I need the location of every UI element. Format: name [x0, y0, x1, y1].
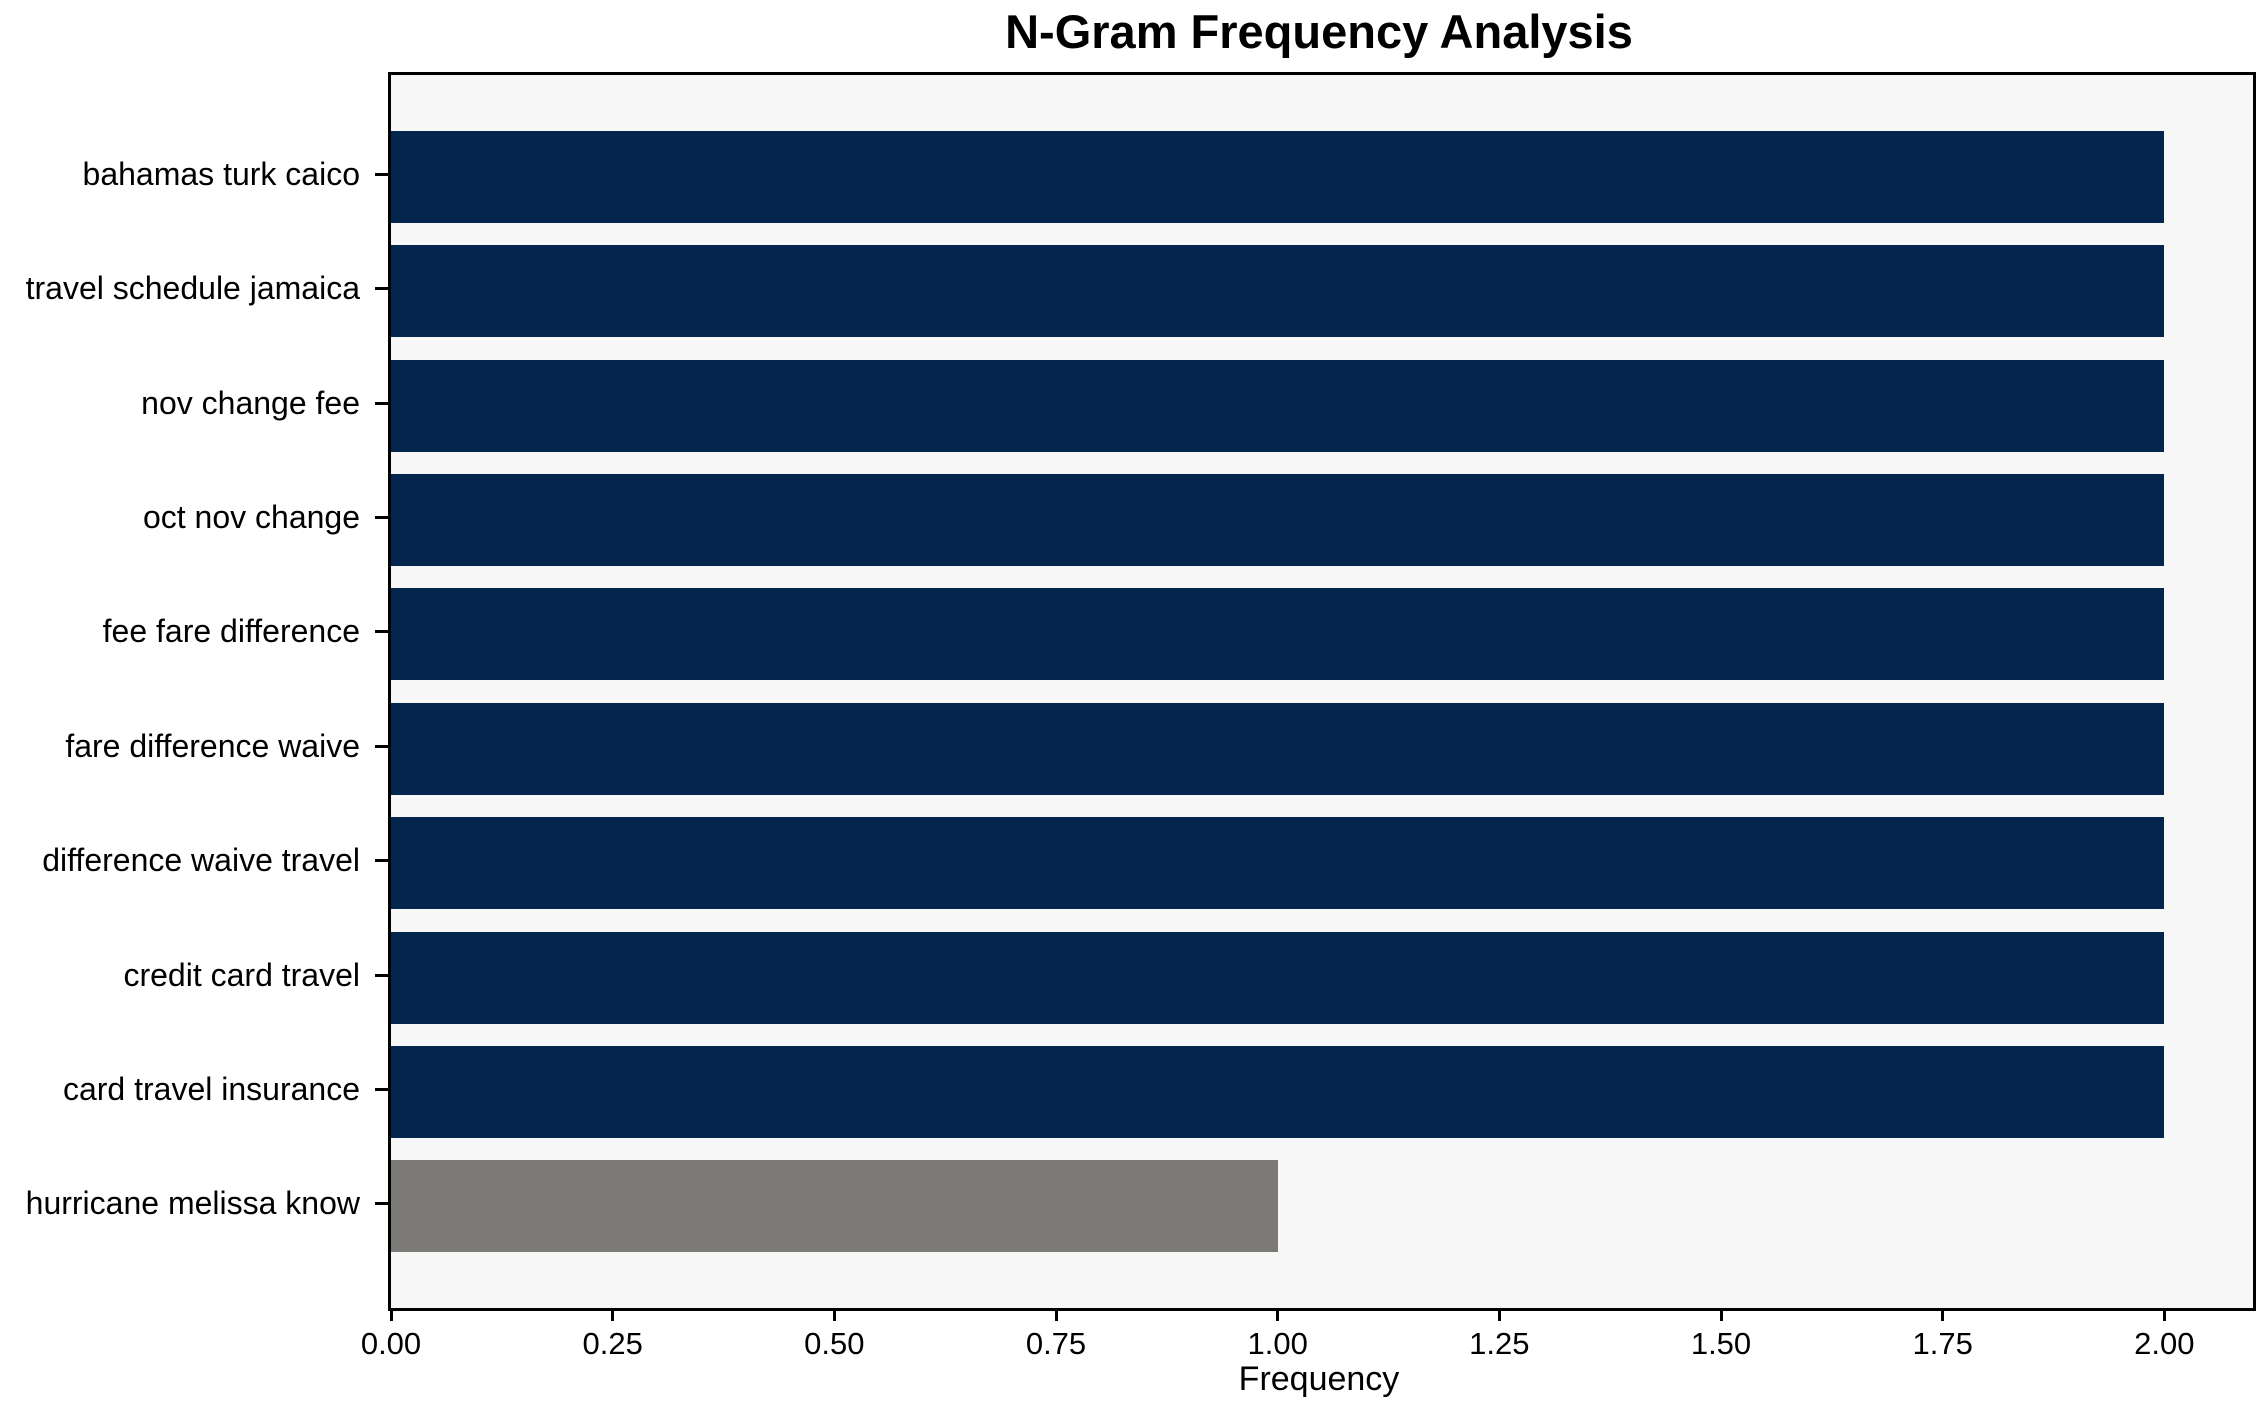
x-tick-label: 1.50 [1690, 1326, 1752, 1361]
x-tick-label: 2.00 [2134, 1326, 2195, 1361]
y-tick-mark [375, 859, 388, 863]
y-tick-label: hurricane melissa know [25, 1185, 360, 1222]
bar-fee-fare-difference [391, 588, 2165, 681]
x-axis-title: Frequency [1238, 1360, 1400, 1398]
plot-area [388, 72, 2256, 1311]
bar-travel-schedule-jamaica [391, 245, 2165, 338]
x-tick-label: 0.25 [582, 1326, 643, 1361]
bar-difference-waive-travel [391, 817, 2165, 910]
y-tick-label: fee fare difference [102, 613, 360, 650]
y-tick-mark [375, 287, 388, 291]
y-tick-mark [375, 172, 388, 176]
y-tick-mark [375, 516, 388, 519]
y-tick-label: fare difference waive [65, 727, 360, 764]
bar-card-travel-insurance [391, 1046, 2165, 1138]
x-tick-mark [1719, 1308, 1723, 1321]
x-tick-label: 1.25 [1469, 1326, 1530, 1361]
y-tick-label: bahamas turk caico [82, 155, 360, 192]
y-tick-mark [375, 401, 388, 405]
bar-credit-card-travel [391, 931, 2165, 1024]
y-tick-mark [375, 1202, 388, 1206]
x-tick-mark [389, 1308, 393, 1321]
x-tick-mark [1497, 1308, 1501, 1321]
y-tick-label: travel schedule jamaica [25, 270, 360, 307]
bar-oct-nov-change [391, 474, 2165, 566]
y-tick-mark [375, 630, 388, 634]
x-tick-label: 1.00 [1247, 1326, 1308, 1361]
x-tick-mark [2162, 1308, 2166, 1321]
x-tick-mark [1054, 1308, 1058, 1321]
y-tick-label: difference waive travel [42, 842, 360, 879]
x-tick-mark [1276, 1308, 1280, 1321]
bar-hurricane-melissa-know [391, 1160, 1278, 1253]
y-tick-label: nov change fee [141, 384, 360, 421]
bar-fare-difference-waive [391, 702, 2165, 795]
y-tick-mark [375, 1088, 388, 1091]
x-tick-label: 0.50 [804, 1326, 865, 1361]
y-tick-label: oct nov change [142, 499, 360, 535]
x-tick-mark [832, 1308, 836, 1321]
y-tick-label: card travel insurance [62, 1071, 360, 1107]
x-tick-label: 1.75 [1912, 1326, 1973, 1361]
x-tick-mark [1941, 1308, 1945, 1321]
x-tick-label: 0.75 [1025, 1326, 1087, 1361]
x-tick-mark [611, 1308, 615, 1321]
y-tick-mark [375, 744, 388, 748]
bar-nov-change-fee [391, 359, 2165, 452]
y-tick-label: credit card travel [123, 956, 360, 993]
x-tick-label: 0.00 [360, 1326, 422, 1361]
chart-title: N-Gram Frequency Analysis [1005, 5, 1633, 58]
y-tick-mark [375, 973, 388, 977]
bar-bahamas-turk-caico [391, 130, 2165, 223]
